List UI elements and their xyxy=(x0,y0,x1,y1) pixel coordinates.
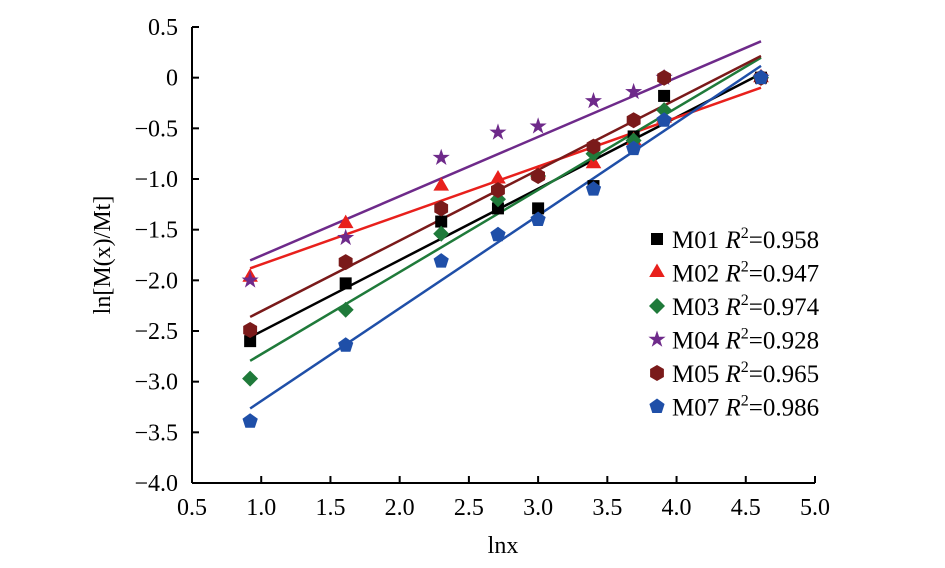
data-point-m03 xyxy=(656,102,673,119)
x-tick-label: 5.0 xyxy=(800,495,830,521)
data-point-m04 xyxy=(625,82,643,100)
legend-marker-m07 xyxy=(649,398,665,413)
data-point-m05 xyxy=(586,138,601,155)
fit-line-m07 xyxy=(249,64,762,410)
data-point-m07 xyxy=(242,413,258,428)
data-point-m05 xyxy=(626,112,641,129)
data-point-m04 xyxy=(489,123,507,140)
x-tick-label: 3.0 xyxy=(523,495,553,521)
fit-lines xyxy=(249,40,762,410)
y-tick-label: −1.5 xyxy=(134,218,178,244)
data-point-m03 xyxy=(337,301,354,318)
legend-marker-m02 xyxy=(649,263,665,277)
fit-line-m04 xyxy=(249,40,762,262)
y-tick-label: −2.5 xyxy=(134,319,178,345)
data-point-m04 xyxy=(432,148,450,165)
x-tick-label: 0.5 xyxy=(177,495,207,521)
axes: 0.5 1.0 1.5 2.0 2.5 3.0 3.5 4.0 4.5 5.0 0.5 0 −0.5 −1… xyxy=(134,15,830,521)
data-point-m07 xyxy=(656,112,672,127)
y-tick-label: 0.5 xyxy=(148,15,178,41)
fit-line-m03 xyxy=(249,56,762,362)
data-point-m02 xyxy=(490,170,506,184)
y-tick-label: −4.0 xyxy=(134,471,178,497)
x-axis-label: lnx xyxy=(488,533,519,559)
data-point-m07 xyxy=(530,211,546,226)
data-point-m07 xyxy=(433,253,449,268)
x-tick-label: 1.5 xyxy=(315,495,345,521)
data-point-m01 xyxy=(244,335,257,348)
data-point-m02 xyxy=(433,177,449,191)
data-point-m01 xyxy=(435,215,448,228)
data-point-m02 xyxy=(337,214,354,229)
data-point-m05 xyxy=(338,254,353,271)
legend: M01 R2=0.958 M02 R2=0.947 M03 R2=0.974 M04 … xyxy=(648,225,820,422)
legend-label-m02: M02 R2=0.947 xyxy=(672,259,819,288)
x-tick-label: 3.5 xyxy=(592,495,622,521)
data-point-m07 xyxy=(585,181,602,196)
data-point-m04 xyxy=(529,117,547,134)
y-tick-label: −3.0 xyxy=(134,370,178,396)
data-points xyxy=(241,68,770,428)
data-point-m01 xyxy=(658,89,671,102)
data-point-m04 xyxy=(337,228,355,246)
y-tick-label: −1.0 xyxy=(134,167,178,193)
legend-marker-m04 xyxy=(648,330,666,347)
y-axis-label: ln[M(x)/Mt] xyxy=(90,196,116,315)
data-point-m04 xyxy=(241,271,259,288)
data-point-m01 xyxy=(339,277,352,290)
x-tick-label: 1.0 xyxy=(246,495,276,521)
legend-label-m03: M03 R2=0.974 xyxy=(672,292,820,321)
data-point-m07 xyxy=(626,140,642,156)
x-tick-label: 4.5 xyxy=(731,495,761,521)
x-tick-label: 2.5 xyxy=(454,495,484,521)
data-point-m04 xyxy=(584,92,602,109)
legend-label-m07: M07 R2=0.986 xyxy=(672,393,819,422)
legend-marker-m05 xyxy=(650,365,664,381)
x-tick-label: 4.0 xyxy=(662,495,692,521)
legend-marker-m01 xyxy=(651,233,663,245)
y-tick-label: −3.5 xyxy=(134,420,178,446)
legend-label-m01: M01 R2=0.958 xyxy=(672,225,819,254)
data-point-m05 xyxy=(491,182,505,199)
data-point-m03 xyxy=(242,370,259,387)
data-point-m05 xyxy=(434,200,449,217)
data-point-m05 xyxy=(657,69,671,86)
y-tick-label: 0 xyxy=(166,66,178,92)
data-point-m01 xyxy=(532,202,545,215)
data-point-m05 xyxy=(531,168,545,184)
x-tick-label: 2.0 xyxy=(385,495,415,521)
y-tick-label: −2.0 xyxy=(134,268,178,294)
data-point-m07 xyxy=(338,337,354,352)
legend-marker-m03 xyxy=(649,298,665,314)
fit-line-m02 xyxy=(249,86,762,270)
fit-line-m05 xyxy=(249,54,762,319)
legend-label-m04: M04 R2=0.928 xyxy=(672,326,819,355)
data-point-m07 xyxy=(753,69,769,85)
data-point-m03 xyxy=(433,225,450,242)
legend-label-m05: M05 R2=0.965 xyxy=(672,359,819,388)
data-point-m07 xyxy=(490,226,506,242)
data-point-m05 xyxy=(243,322,258,338)
y-tick-label: −0.5 xyxy=(134,116,178,142)
data-point-m01 xyxy=(491,202,504,215)
